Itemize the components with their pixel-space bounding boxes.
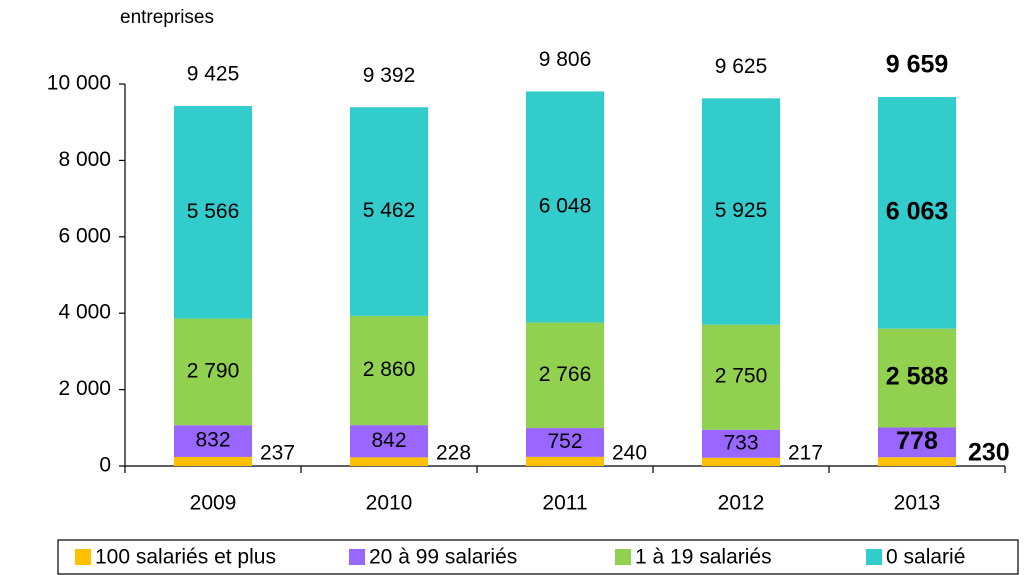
- bar-segment: [702, 429, 780, 458]
- legend-swatch: [866, 549, 882, 565]
- data-label: 2 588: [886, 363, 949, 391]
- data-label: 2 750: [715, 365, 768, 388]
- bar-segment: [174, 456, 252, 466]
- data-label: 6 048: [539, 194, 592, 217]
- bar-segment: [174, 105, 252, 319]
- y-tick-label: 10 000: [47, 72, 111, 95]
- bar-segment: [878, 457, 956, 466]
- x-tick-label: 2012: [718, 492, 765, 515]
- legend-label: 0 salarié: [886, 546, 965, 569]
- y-tick-label: 8 000: [58, 148, 111, 171]
- data-label: 733: [723, 431, 758, 454]
- data-label: 6 063: [886, 197, 949, 225]
- bar-segment: [526, 428, 604, 457]
- bar-segment: [702, 98, 780, 325]
- x-tick-label: 2010: [366, 492, 413, 515]
- data-label: 5 925: [715, 199, 768, 222]
- bar-segment: [878, 328, 956, 428]
- bar-segment: [350, 425, 428, 458]
- data-label: 832: [195, 429, 230, 452]
- total-label: 9 425: [187, 63, 240, 86]
- bar-segment: [526, 91, 604, 323]
- data-label: 752: [547, 430, 582, 453]
- data-label: 778: [896, 427, 938, 455]
- legend-box: [57, 539, 1019, 575]
- data-label: 842: [371, 429, 406, 452]
- data-label: 228: [436, 442, 471, 465]
- y-tick-label: 0: [99, 454, 111, 477]
- data-label: 230: [968, 439, 1010, 467]
- bar-segment: [174, 425, 252, 457]
- data-label: 2 766: [539, 363, 592, 386]
- legend-swatch: [615, 549, 631, 565]
- data-label: 2 860: [363, 358, 416, 381]
- data-label: 237: [260, 442, 295, 465]
- legend-swatch: [75, 549, 91, 565]
- bar-segment: [878, 97, 956, 329]
- bar-segment: [350, 315, 428, 426]
- legend-swatch: [349, 549, 365, 565]
- legend-label: 100 salariés et plus: [95, 546, 276, 569]
- bar-segment: [526, 322, 604, 429]
- x-tick-label: 2011: [542, 492, 587, 515]
- bar-segment: [350, 107, 428, 316]
- total-label: 9 659: [886, 51, 949, 79]
- legend-label: 1 à 19 salariés: [635, 546, 772, 569]
- data-label: 5 462: [363, 199, 416, 222]
- total-label: 9 625: [715, 55, 768, 78]
- bar-segment: [878, 427, 956, 458]
- data-label: 2 790: [187, 359, 240, 382]
- total-label: 9 806: [539, 48, 592, 71]
- bar-segment: [702, 324, 780, 430]
- data-label: 5 566: [187, 200, 240, 223]
- y-unit-label: entreprises: [120, 7, 214, 28]
- x-tick-label: 2009: [190, 492, 237, 515]
- data-label: 240: [612, 442, 647, 465]
- x-tick-label: 2013: [894, 492, 941, 515]
- data-label: 217: [788, 442, 823, 465]
- bar-segment: [702, 457, 780, 466]
- y-tick-label: 4 000: [58, 301, 111, 324]
- legend-label: 20 à 99 salariés: [369, 546, 517, 569]
- total-label: 9 392: [363, 64, 416, 87]
- y-tick-label: 6 000: [58, 224, 111, 247]
- y-tick-label: 2 000: [58, 377, 111, 400]
- bar-segment: [350, 457, 428, 466]
- bar-segment: [174, 318, 252, 426]
- bar-segment: [526, 456, 604, 466]
